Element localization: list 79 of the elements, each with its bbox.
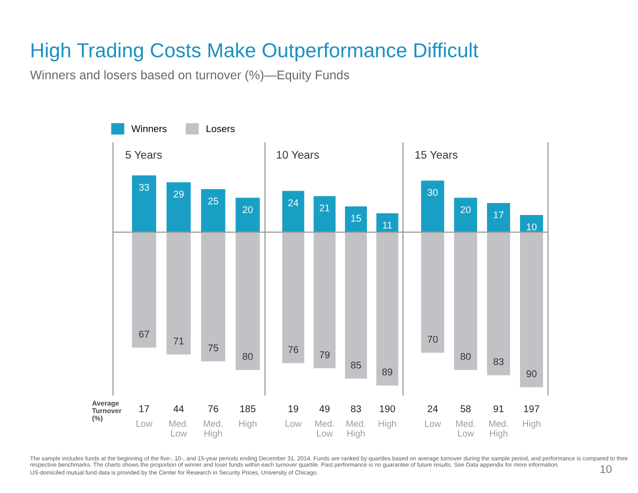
text: 19 xyxy=(288,405,298,412)
bar xyxy=(282,232,304,364)
bar xyxy=(132,175,156,232)
text: High Trading Costs Make Outperformance Difficult xyxy=(32,42,478,62)
bar xyxy=(520,232,544,388)
data-label: 25 xyxy=(208,198,218,204)
x-tick-label: High xyxy=(378,420,396,429)
bar xyxy=(520,215,544,232)
data-label: 20 xyxy=(242,206,253,214)
annotation: 71 xyxy=(174,338,184,344)
annotation: 76 xyxy=(288,346,298,354)
x-tick-label: Med. High xyxy=(204,420,222,438)
bar xyxy=(236,198,260,232)
data-label: 17 xyxy=(494,211,504,218)
chart-title: 5 Years xyxy=(126,150,162,159)
bar xyxy=(454,198,478,232)
data-label: 29 xyxy=(174,190,184,198)
bar xyxy=(132,232,156,348)
x-tick-label: Med. High xyxy=(489,420,508,438)
text: 24 xyxy=(428,405,438,412)
bar xyxy=(487,232,510,376)
bar xyxy=(166,232,191,355)
bar xyxy=(376,213,398,232)
bar xyxy=(421,180,444,232)
text: Winners and losers based on turnover (%)—Equity Funds xyxy=(30,70,350,82)
data-label: 21 xyxy=(320,204,330,212)
data-label: 20 xyxy=(460,206,471,214)
x-tick-label: Low xyxy=(286,420,302,427)
text: 58 xyxy=(460,405,471,412)
bar xyxy=(236,232,260,370)
x-tick-label: Med. Low xyxy=(456,420,475,437)
bar xyxy=(344,206,367,232)
annotation: 70 xyxy=(428,336,438,343)
text: 44 xyxy=(173,405,184,412)
bar xyxy=(376,232,398,386)
text: 49 xyxy=(319,405,330,412)
bar xyxy=(487,202,510,232)
legend-label: Losers xyxy=(206,125,235,132)
data-label: 24 xyxy=(288,199,298,206)
chart-title: 15 Years xyxy=(415,150,458,159)
bar xyxy=(166,182,191,232)
text: 83 xyxy=(350,405,361,412)
annotation: 79 xyxy=(320,351,330,358)
data-label: 15 xyxy=(351,214,361,222)
text: 17 xyxy=(139,405,150,412)
annotation: 89 xyxy=(382,368,392,376)
bar xyxy=(201,232,226,362)
text: 185 xyxy=(240,405,256,412)
annotation: 80 xyxy=(242,353,253,360)
annotation: 85 xyxy=(350,362,361,369)
bar xyxy=(314,232,336,368)
legend-label: Winners xyxy=(131,125,167,132)
bar xyxy=(282,190,304,232)
x-tick-label: High xyxy=(522,420,540,429)
annotation: 67 xyxy=(139,330,150,338)
x-tick-label: Med. High xyxy=(346,420,366,438)
annotation: 75 xyxy=(208,344,218,352)
text: 91 xyxy=(494,405,504,412)
bar xyxy=(314,196,336,232)
bar xyxy=(454,232,478,370)
text: 190 xyxy=(380,405,396,412)
bar xyxy=(344,232,367,379)
data-label: 10 xyxy=(526,223,537,230)
x-tick-label: Med. Low xyxy=(169,420,188,437)
x-tick-label: High xyxy=(239,420,256,429)
data-label: 33 xyxy=(139,184,150,191)
chart-title: 10 Years xyxy=(276,150,319,159)
annotation: 80 xyxy=(460,353,471,360)
annotation: 83 xyxy=(494,358,504,366)
x-tick-label: Med. Low xyxy=(315,420,334,437)
x-tick-label: Low xyxy=(425,420,441,427)
bar xyxy=(201,189,226,232)
data-label: 30 xyxy=(428,189,438,196)
x-tick-label: Low xyxy=(136,420,152,427)
data-label: 11 xyxy=(383,222,392,229)
text: 76 xyxy=(208,405,218,412)
annotation: 90 xyxy=(526,370,537,378)
text: 197 xyxy=(524,405,540,412)
bar xyxy=(421,232,444,353)
